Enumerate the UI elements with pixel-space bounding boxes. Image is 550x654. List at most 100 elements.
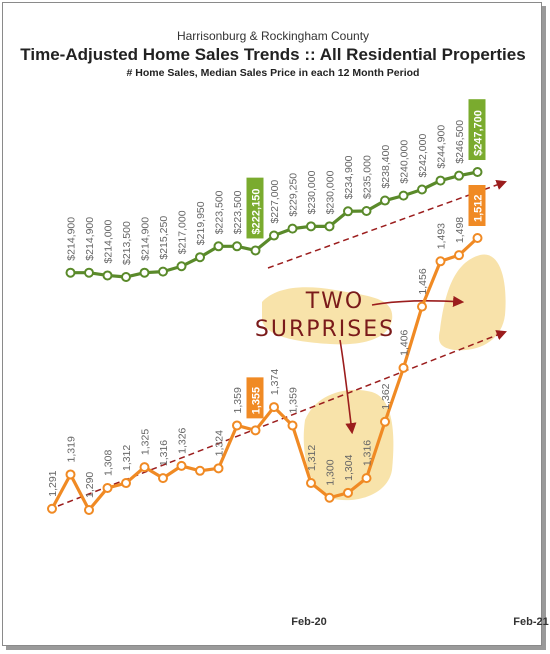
price-point xyxy=(398,190,409,201)
price-badge-label: $247,700 xyxy=(473,110,485,156)
sales-point xyxy=(121,478,131,489)
chart-title: Time-Adjusted Home Sales Trends :: All R… xyxy=(20,45,526,64)
price-data-label: $223,500 xyxy=(214,190,226,234)
sales-point xyxy=(435,256,446,267)
sales-badge-label: 1,512 xyxy=(473,194,485,222)
price-data-label: $214,900 xyxy=(140,217,152,261)
sales-badge xyxy=(468,185,486,226)
price-point xyxy=(158,266,168,277)
sales-point xyxy=(47,503,57,514)
price-data-label: $240,000 xyxy=(399,140,411,184)
price-badge xyxy=(468,99,486,160)
price-point xyxy=(361,205,372,216)
price-point xyxy=(84,267,94,278)
price-point xyxy=(380,195,390,206)
sales-badge xyxy=(246,377,264,419)
price-point xyxy=(176,261,187,272)
price-data-label: $223,500 xyxy=(232,190,244,234)
sales-data-label: 1,304 xyxy=(343,454,355,480)
price-point xyxy=(121,272,131,282)
sales-data-label: 1,291 xyxy=(47,470,59,496)
price-badge-label: $222,150 xyxy=(251,189,263,235)
price-data-label: $230,000 xyxy=(306,170,318,214)
sales-point xyxy=(213,463,224,474)
price-point xyxy=(65,267,76,278)
price-data-label: $238,400 xyxy=(380,145,392,189)
sales-data-label: 1,406 xyxy=(399,329,411,355)
sales-data-label: 1,498 xyxy=(454,217,466,243)
sales-point xyxy=(65,469,76,480)
sales-data-label: 1,325 xyxy=(140,429,152,455)
sales-point xyxy=(158,473,168,484)
price-data-label: $215,250 xyxy=(158,216,170,260)
sales-point xyxy=(454,250,464,261)
sales-point xyxy=(398,362,409,373)
annotation-arrow-right xyxy=(371,295,465,308)
sales-data-label: 1,324 xyxy=(214,430,226,456)
sales-point xyxy=(287,420,298,431)
price-data-label: $242,000 xyxy=(417,134,429,178)
price-data-label: $219,950 xyxy=(195,201,207,245)
annotation-line1: TWO xyxy=(305,289,365,314)
sales-data-label: 1,319 xyxy=(66,436,78,462)
price-trend-arrow xyxy=(267,179,507,269)
sales-point xyxy=(361,473,372,484)
sales-data-label: 1,308 xyxy=(103,450,115,476)
sales-point xyxy=(324,492,335,503)
sales-data-label: 1,316 xyxy=(158,440,170,466)
sales-data-label: 1,362 xyxy=(380,383,392,409)
sales-data-label: 1,312 xyxy=(306,445,318,471)
highlight-text xyxy=(262,287,393,345)
highlight-dip xyxy=(303,389,394,501)
sales-data-label: 1,493 xyxy=(436,223,448,249)
sales-data-label: 1,456 xyxy=(417,268,429,294)
price-data-label: $227,000 xyxy=(269,180,281,224)
highlight-surge xyxy=(438,254,506,351)
price-data-label: $229,250 xyxy=(288,173,300,217)
chart-subtitle: # Home Sales, Median Sales Price in each… xyxy=(126,67,420,79)
price-point xyxy=(250,245,261,256)
sales-data-label: 1,359 xyxy=(232,387,244,413)
sales-data-label: 1,290 xyxy=(84,472,96,498)
x-axis-label: Feb-21 xyxy=(513,616,548,628)
sales-data-label: 1,316 xyxy=(362,440,374,466)
sales-point xyxy=(343,487,353,498)
sales-point xyxy=(139,462,150,473)
price-point xyxy=(324,221,335,232)
sales-badge-label: 1,355 xyxy=(251,387,263,415)
sales-point xyxy=(84,505,94,515)
price-data-label: $244,900 xyxy=(436,125,448,169)
sales-point xyxy=(195,465,205,476)
price-data-label: $214,000 xyxy=(103,220,115,264)
price-data-label: $217,000 xyxy=(177,210,189,254)
price-data-label: $246,500 xyxy=(454,120,466,164)
annotation-line2: SURPRISES xyxy=(255,317,395,342)
price-point xyxy=(195,252,205,263)
surprise-highlights xyxy=(262,254,506,501)
price-point xyxy=(343,206,353,217)
annotation-arrow-down xyxy=(339,339,357,435)
sales-data-label: 1,374 xyxy=(269,369,281,395)
price-data-label: $234,900 xyxy=(343,155,355,199)
price-point xyxy=(213,241,224,252)
price-point xyxy=(417,184,427,195)
price-point xyxy=(139,267,150,278)
price-data-label: $214,900 xyxy=(66,217,78,261)
sales-point xyxy=(102,482,113,493)
x-axis-label: Feb-20 xyxy=(291,616,326,628)
sales-data-label: 1,300 xyxy=(325,459,337,485)
price-point xyxy=(435,175,446,186)
sales-point xyxy=(269,402,279,413)
price-data-label: $230,000 xyxy=(325,170,337,214)
sales-point xyxy=(232,420,242,431)
price-point xyxy=(102,270,113,281)
price-point xyxy=(287,223,298,234)
sales-point xyxy=(380,416,390,427)
price-data-label: $235,000 xyxy=(362,155,374,199)
price-point xyxy=(232,241,242,252)
chart-supertitle: Harrisonburg & Rockingham County xyxy=(176,29,370,43)
price-point xyxy=(472,167,483,177)
price-point xyxy=(454,170,464,181)
sales-data-label: 1,312 xyxy=(121,445,133,471)
